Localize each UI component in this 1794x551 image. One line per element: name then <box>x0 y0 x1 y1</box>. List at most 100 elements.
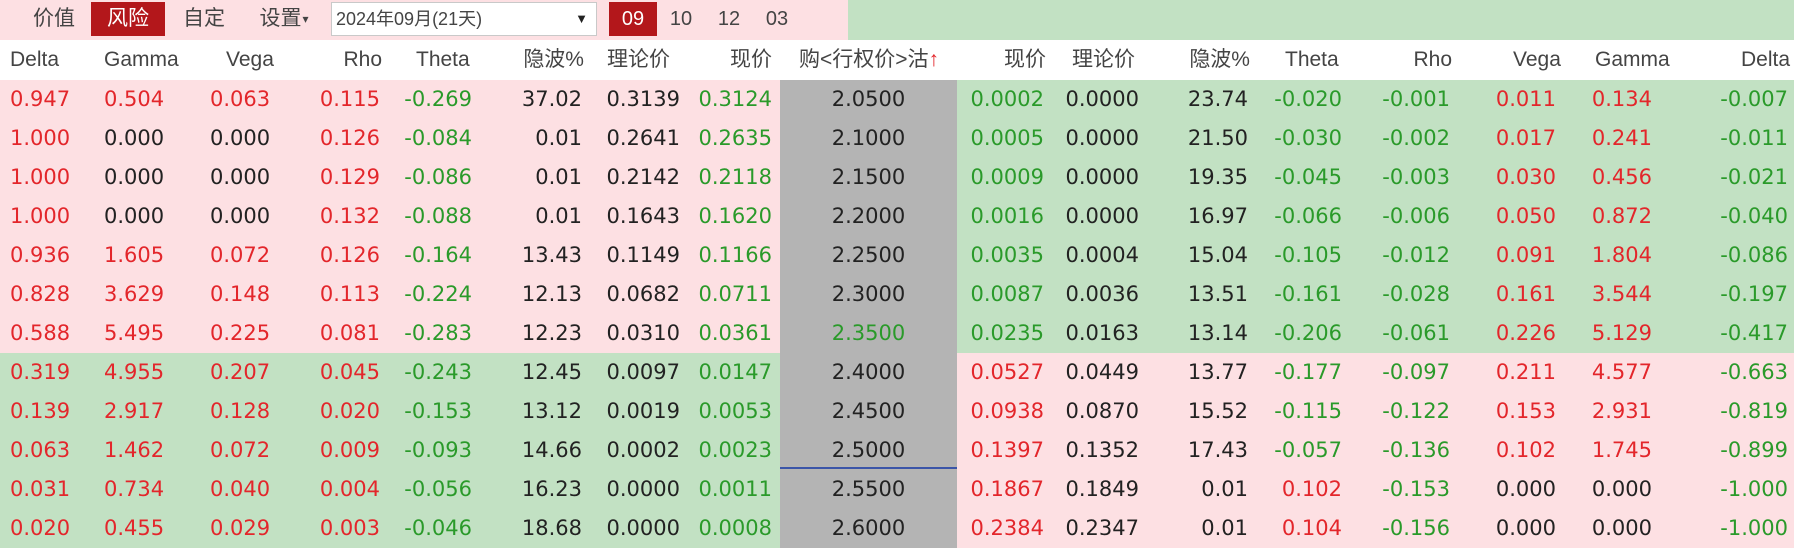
put-iv-cell[interactable]: 15.52 <box>1187 399 1248 423</box>
expiry-date-select[interactable]: 2024年09月(21天) ▼ <box>331 2 597 36</box>
put-theta-cell[interactable]: -0.045 <box>1274 165 1342 189</box>
call-theta-cell[interactable]: -0.164 <box>404 243 472 267</box>
put-iv-cell[interactable]: 23.74 <box>1187 87 1248 111</box>
call-delta-cell[interactable]: 1.000 <box>10 204 71 228</box>
put-vega-cell[interactable]: 0.050 <box>1495 204 1556 228</box>
header-put-theoretical[interactable]: 理论价 <box>1072 48 1135 71</box>
put-rho-cell[interactable]: -0.006 <box>1382 204 1450 228</box>
call-vega-cell[interactable]: 0.148 <box>210 282 271 306</box>
call-delta-cell[interactable]: 0.020 <box>10 516 71 540</box>
put-theta-cell[interactable]: -0.177 <box>1274 360 1342 384</box>
call-price-cell[interactable]: 0.1166 <box>698 243 772 267</box>
table-row[interactable]: 0.139 2.917 0.128 0.020 -0.153 13.12 0.0019 0.0… <box>0 392 1794 431</box>
put-delta-cell[interactable]: -0.021 <box>1720 165 1788 189</box>
call-rho-cell[interactable]: 0.126 <box>319 126 380 150</box>
strike-cell[interactable]: 2.4000 <box>831 360 906 384</box>
put-theo-cell[interactable]: 0.0163 <box>1065 321 1139 345</box>
put-delta-cell[interactable]: -1.000 <box>1720 477 1788 501</box>
put-theta-cell[interactable]: 0.104 <box>1281 516 1342 540</box>
strike-cell[interactable]: 2.5500 <box>831 477 906 501</box>
put-theo-cell[interactable]: 0.1352 <box>1065 438 1139 462</box>
header-call-delta[interactable]: Delta <box>10 48 60 71</box>
call-rho-cell[interactable]: 0.004 <box>319 477 380 501</box>
put-price-cell[interactable]: 0.1397 <box>970 438 1044 462</box>
put-rho-cell[interactable]: -0.097 <box>1382 360 1450 384</box>
call-iv-cell[interactable]: 12.23 <box>521 321 582 345</box>
header-strike[interactable]: 购<行权价>沽↑ <box>785 40 953 80</box>
put-theta-cell[interactable]: 0.102 <box>1281 477 1342 501</box>
header-call-rho[interactable]: Rho <box>343 48 382 71</box>
call-price-cell[interactable]: 0.1620 <box>698 204 772 228</box>
put-vega-cell[interactable]: 0.017 <box>1495 126 1556 150</box>
put-iv-cell[interactable]: 19.35 <box>1187 165 1248 189</box>
put-theo-cell[interactable]: 0.0000 <box>1065 126 1139 150</box>
call-price-cell[interactable]: 0.3124 <box>698 87 772 111</box>
put-gamma-cell[interactable]: 0.241 <box>1591 126 1652 150</box>
put-delta-cell[interactable]: -0.040 <box>1720 204 1788 228</box>
put-gamma-cell[interactable]: 4.577 <box>1591 360 1652 384</box>
table-row[interactable]: 0.828 3.629 0.148 0.113 -0.224 12.13 0.0682 0.0… <box>0 275 1794 314</box>
call-iv-cell[interactable]: 16.23 <box>521 477 582 501</box>
call-theo-cell[interactable]: 0.1149 <box>606 243 680 267</box>
put-gamma-cell[interactable]: 2.931 <box>1591 399 1652 423</box>
put-theo-cell[interactable]: 0.0000 <box>1065 87 1139 111</box>
call-theo-cell[interactable]: 0.0097 <box>606 360 680 384</box>
put-price-cell[interactable]: 0.0005 <box>970 126 1044 150</box>
put-gamma-cell[interactable]: 0.456 <box>1591 165 1652 189</box>
call-gamma-cell[interactable]: 0.734 <box>104 477 165 501</box>
call-iv-cell[interactable]: 0.01 <box>535 165 582 189</box>
put-gamma-cell[interactable]: 1.804 <box>1591 243 1652 267</box>
put-iv-cell[interactable]: 15.04 <box>1187 243 1248 267</box>
table-row[interactable]: 1.000 0.000 0.000 0.132 -0.088 0.01 0.1643 0.16… <box>0 197 1794 236</box>
call-iv-cell[interactable]: 13.12 <box>521 399 582 423</box>
call-vega-cell[interactable]: 0.000 <box>210 204 271 228</box>
call-price-cell[interactable]: 0.0711 <box>698 282 772 306</box>
call-theo-cell[interactable]: 0.0000 <box>606 516 680 540</box>
put-gamma-cell[interactable]: 0.000 <box>1591 477 1652 501</box>
put-rho-cell[interactable]: -0.001 <box>1382 87 1450 111</box>
month-tab-10[interactable]: 10 <box>669 8 693 30</box>
put-delta-cell[interactable]: -0.663 <box>1720 360 1788 384</box>
call-delta-cell[interactable]: 0.139 <box>10 399 71 423</box>
call-theta-cell[interactable]: -0.153 <box>404 399 472 423</box>
call-vega-cell[interactable]: 0.225 <box>210 321 271 345</box>
call-delta-cell[interactable]: 1.000 <box>10 165 71 189</box>
call-rho-cell[interactable]: 0.081 <box>319 321 380 345</box>
call-vega-cell[interactable]: 0.072 <box>210 438 271 462</box>
put-iv-cell[interactable]: 0.01 <box>1201 516 1248 540</box>
call-price-cell[interactable]: 0.2635 <box>698 126 772 150</box>
call-theta-cell[interactable]: -0.269 <box>404 87 472 111</box>
call-gamma-cell[interactable]: 0.000 <box>104 204 165 228</box>
strike-cell[interactable]: 2.5000 <box>831 438 906 462</box>
call-theta-cell[interactable]: -0.093 <box>404 438 472 462</box>
call-price-cell[interactable]: 0.0053 <box>698 399 772 423</box>
table-row[interactable]: 0.063 1.462 0.072 0.009 -0.093 14.66 0.0002 0.0… <box>0 431 1794 470</box>
call-vega-cell[interactable]: 0.029 <box>210 516 271 540</box>
put-rho-cell[interactable]: -0.002 <box>1382 126 1450 150</box>
put-rho-cell[interactable]: -0.122 <box>1382 399 1450 423</box>
put-theta-cell[interactable]: -0.115 <box>1274 399 1342 423</box>
put-vega-cell[interactable]: 0.030 <box>1495 165 1556 189</box>
put-rho-cell[interactable]: -0.012 <box>1382 243 1450 267</box>
put-price-cell[interactable]: 0.0938 <box>970 399 1044 423</box>
strike-cell[interactable]: 2.2500 <box>831 243 906 267</box>
call-theta-cell[interactable]: -0.056 <box>404 477 472 501</box>
call-delta-cell[interactable]: 0.947 <box>10 87 71 111</box>
table-row[interactable]: 0.936 1.605 0.072 0.126 -0.164 13.43 0.1149 0.1… <box>0 236 1794 275</box>
put-theo-cell[interactable]: 0.0870 <box>1065 399 1139 423</box>
put-vega-cell[interactable]: 0.091 <box>1495 243 1556 267</box>
put-price-cell[interactable]: 0.0527 <box>970 360 1044 384</box>
call-vega-cell[interactable]: 0.207 <box>210 360 271 384</box>
put-theta-cell[interactable]: -0.020 <box>1274 87 1342 111</box>
strike-cell[interactable]: 2.1000 <box>831 126 906 150</box>
header-call-price[interactable]: 现价 <box>730 48 772 71</box>
put-vega-cell[interactable]: 0.226 <box>1495 321 1556 345</box>
call-price-cell[interactable]: 0.0011 <box>698 477 772 501</box>
call-price-cell[interactable]: 0.0008 <box>698 516 772 540</box>
risk-view-button[interactable]: 风险 <box>91 2 165 36</box>
put-price-cell[interactable]: 0.2384 <box>970 516 1044 540</box>
call-rho-cell[interactable]: 0.129 <box>319 165 380 189</box>
call-gamma-cell[interactable]: 0.000 <box>104 126 165 150</box>
call-gamma-cell[interactable]: 1.462 <box>104 438 165 462</box>
table-row[interactable]: 1.000 0.000 0.000 0.126 -0.084 0.01 0.2641 0.26… <box>0 119 1794 158</box>
